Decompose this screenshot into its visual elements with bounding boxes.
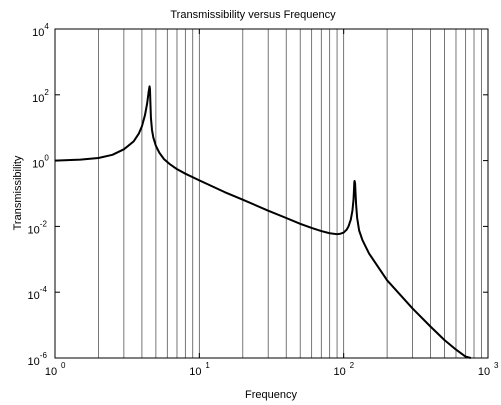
y-tick-label: 10 (32, 159, 44, 171)
transmissibility-curve (54, 85, 472, 359)
y-tick-exponent: 4 (44, 22, 49, 31)
axis-ticks (54, 28, 489, 359)
x-tick-exponent: 2 (350, 361, 355, 370)
x-tick-label: 10 (45, 366, 57, 378)
x-tick-label: 10 (478, 366, 490, 378)
y-tick-label: 10 (28, 356, 40, 368)
x-axis-label: Frequency (245, 389, 297, 401)
y-tick-label: 10 (32, 27, 44, 39)
x-tick-exponent: 0 (61, 361, 66, 370)
y-tick-exponent: 0 (44, 154, 49, 163)
x-tick-label: 10 (334, 366, 346, 378)
y-tick-exponent: -2 (40, 219, 48, 228)
y-tick-label: 10 (32, 93, 44, 105)
y-tick-exponent: -6 (40, 351, 48, 360)
x-tick-exponent: 3 (494, 361, 499, 370)
vertical-grid-lines (98, 29, 482, 358)
y-tick-label: 10 (28, 224, 40, 236)
chart-title: Transmissibility versus Frequency (170, 9, 336, 21)
y-axis-label: Transmissibility (12, 155, 24, 230)
y-tick-exponent: 2 (44, 88, 49, 97)
y-tick-exponent: -4 (40, 285, 48, 294)
x-tick-labels: 10 0 10 1 10 2 10 3 (45, 361, 499, 378)
x-tick-label: 10 (189, 366, 201, 378)
plot-frame (54, 28, 489, 359)
x-tick-exponent: 1 (205, 361, 210, 370)
y-tick-label: 10 (28, 290, 40, 302)
